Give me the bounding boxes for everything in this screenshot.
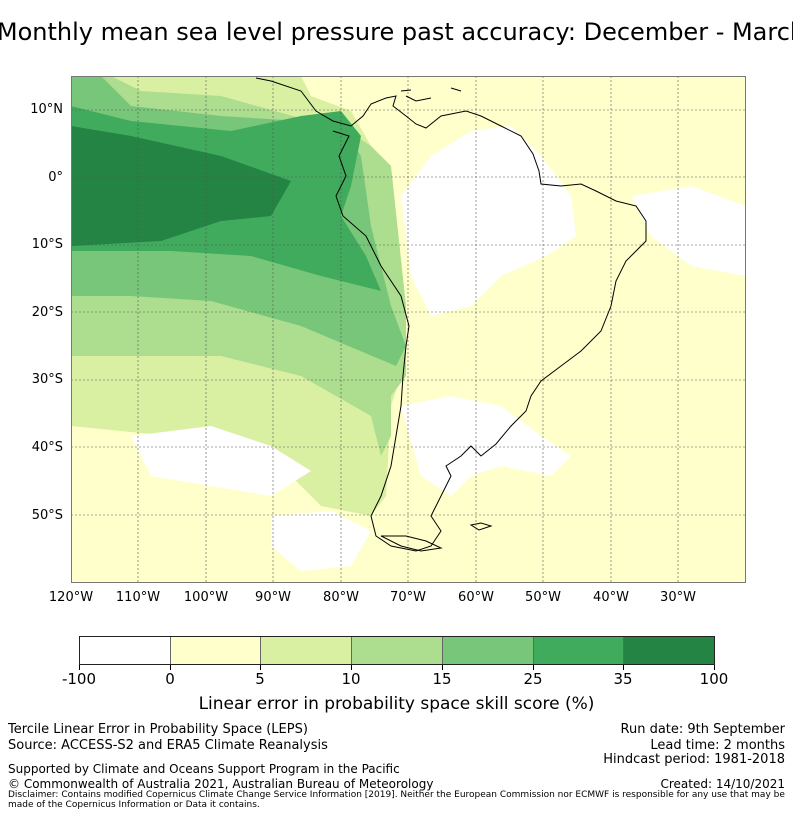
colorbar-segment xyxy=(442,637,534,664)
coastline-south-america xyxy=(255,77,647,552)
lat-label: 10°N xyxy=(30,102,63,117)
colorbar-tick xyxy=(260,665,261,670)
skill-region-neg-far-south xyxy=(271,511,371,571)
colorbar-tick-label: 25 xyxy=(523,670,543,688)
run-date: Run date: 9th September xyxy=(620,722,785,737)
skill-region-neg-atlantic xyxy=(631,186,746,276)
map-plot-area xyxy=(71,76,746,583)
coastline-falklands xyxy=(469,522,493,531)
skill-region-35-100 xyxy=(71,126,291,246)
skill-region-neg-south xyxy=(401,396,571,496)
lon-label: 80°W xyxy=(323,590,359,605)
map-title: Monthly mean sea level pressure past acc… xyxy=(0,18,793,46)
skill-region-neg-amazon xyxy=(401,126,576,316)
support-note: Supported by Climate and Oceans Support … xyxy=(8,762,400,776)
colorbar-segment xyxy=(170,637,262,664)
colorbar-segment xyxy=(533,637,625,664)
lon-label: 70°W xyxy=(390,590,426,605)
lon-label: 50°W xyxy=(525,590,561,605)
disclaimer: Disclaimer: Contains modified Copernicus… xyxy=(8,790,785,810)
lat-label: 30°S xyxy=(31,372,63,387)
coastline-tierra-del-fuego xyxy=(380,535,443,552)
colorbar-tick-label: 0 xyxy=(165,670,175,688)
colorbar-tick-label: 15 xyxy=(432,670,452,688)
colorbar-tick xyxy=(533,665,534,670)
lon-label: 120°W xyxy=(48,590,94,605)
colorbar-tick-label: 10 xyxy=(341,670,361,688)
product-name: Tercile Linear Error in Probability Spac… xyxy=(8,722,308,737)
lat-label: 50°S xyxy=(31,508,63,523)
colorbar-tick xyxy=(170,665,171,670)
lon-label: 40°W xyxy=(593,590,629,605)
created-date: Created: 14/10/2021 xyxy=(660,777,785,791)
lon-label: 100°W xyxy=(183,590,229,605)
colorbar-tick-label: -100 xyxy=(61,670,97,688)
hindcast-period: Hindcast period: 1981-2018 xyxy=(603,752,785,767)
colorbar-tick-label: 35 xyxy=(613,670,633,688)
coastline-caribbean xyxy=(400,87,462,102)
colorbar-tick xyxy=(79,665,80,670)
lon-label: 110°W xyxy=(115,590,161,605)
lon-label: 60°W xyxy=(458,590,494,605)
colorbar-segment xyxy=(261,637,353,664)
data-source: Source: ACCESS-S2 and ERA5 Climate Reana… xyxy=(8,738,328,753)
colorbar xyxy=(79,636,715,665)
colorbar-segment xyxy=(624,637,715,664)
colorbar-label: Linear error in probability space skill … xyxy=(198,694,595,714)
lon-label: 30°W xyxy=(660,590,696,605)
colorbar-tick-label: 5 xyxy=(255,670,265,688)
map-svg xyxy=(71,76,746,583)
copyright-note: © Commonwealth of Australia 2021, Austra… xyxy=(8,777,434,791)
colorbar-tick xyxy=(714,665,715,670)
colorbar-tick xyxy=(442,665,443,670)
colorbar-tick xyxy=(351,665,352,670)
lon-label: 90°W xyxy=(255,590,291,605)
colorbar-segment xyxy=(80,637,171,664)
lat-label: 40°S xyxy=(31,440,63,455)
colorbar-segment xyxy=(352,637,443,664)
lat-label: 20°S xyxy=(31,305,63,320)
colorbar-tick xyxy=(623,665,624,670)
lead-time: Lead time: 2 months xyxy=(650,738,785,753)
lat-label: 10°S xyxy=(31,237,63,252)
skill-region-neg-pacific-south xyxy=(131,426,311,496)
colorbar-tick-label: 100 xyxy=(699,670,729,688)
lat-label: 0° xyxy=(48,170,63,185)
